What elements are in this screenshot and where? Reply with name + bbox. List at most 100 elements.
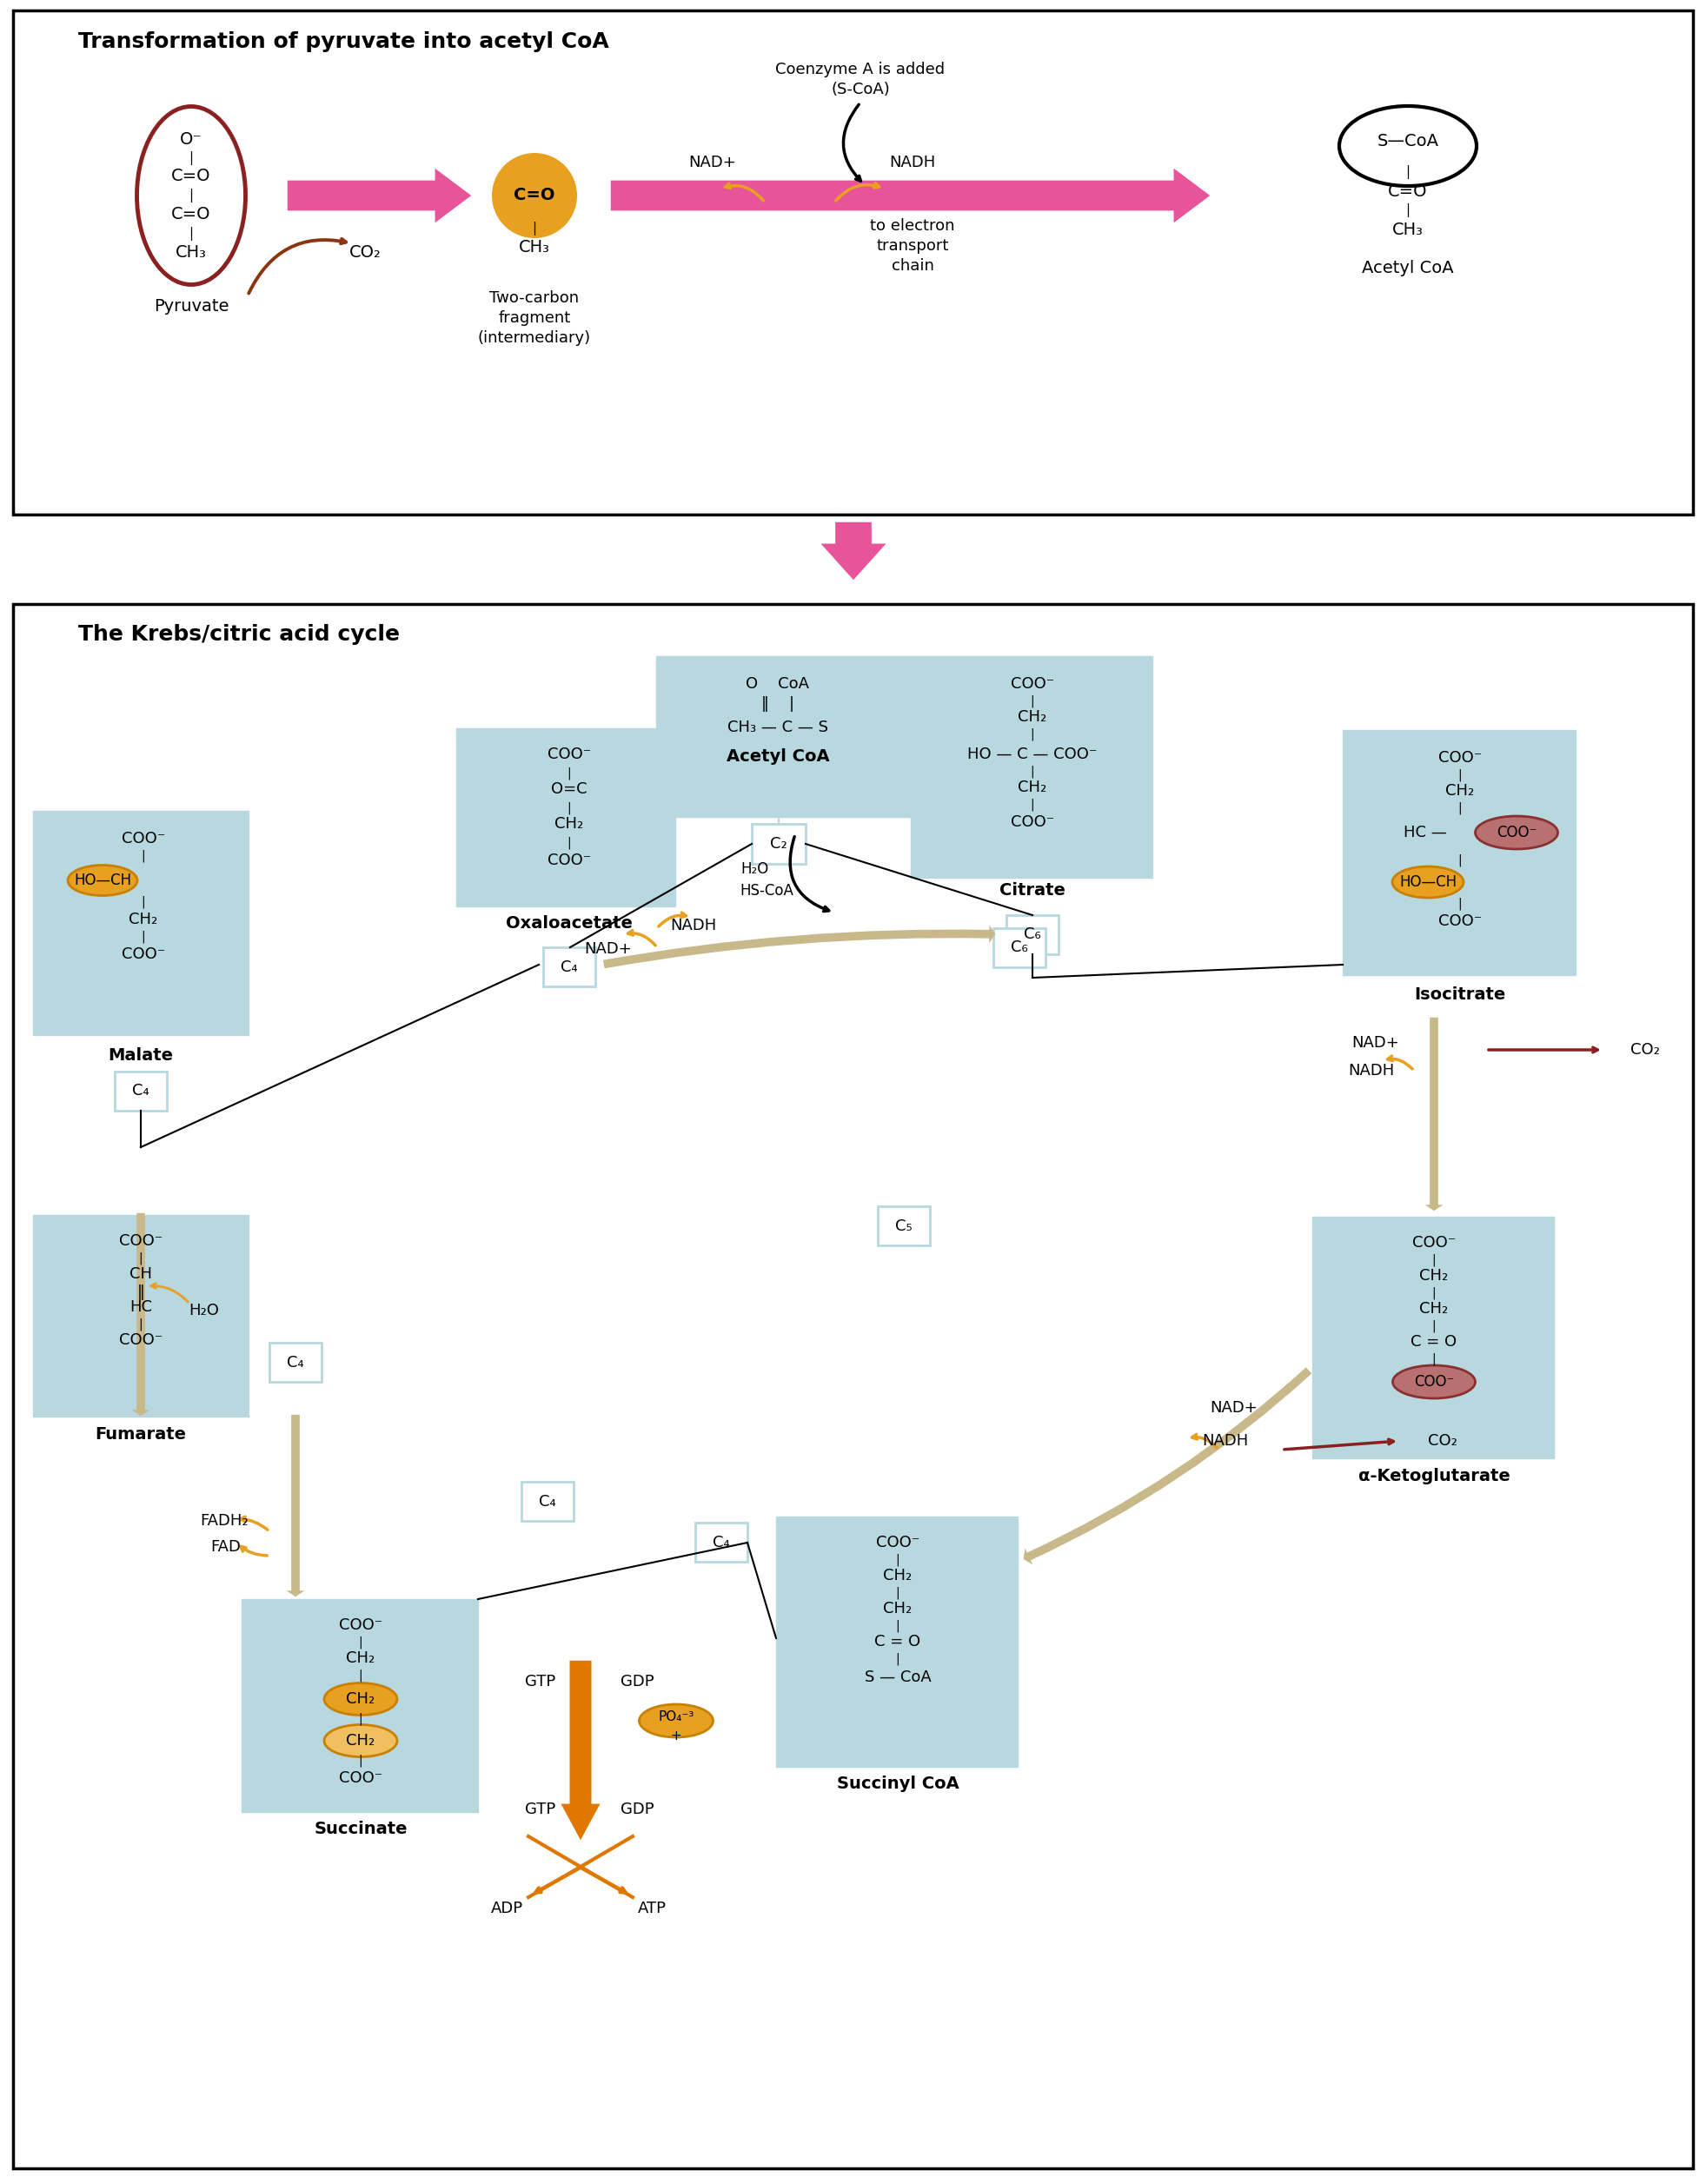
Text: |: |	[1030, 799, 1034, 810]
Bar	[1312, 1216, 1554, 1459]
Text: CH₂: CH₂	[1018, 710, 1047, 725]
Text: S—CoA: S—CoA	[1377, 133, 1438, 149]
Text: PO₄⁻³: PO₄⁻³	[659, 1710, 694, 1723]
Text: Citrate: Citrate	[1000, 882, 1066, 900]
Text: COO⁻: COO⁻	[121, 946, 165, 963]
Ellipse shape	[491, 153, 577, 238]
Bar	[993, 928, 1046, 968]
Text: COO⁻: COO⁻	[339, 1618, 382, 1634]
Text: |: |	[358, 1712, 363, 1725]
Text: |: |	[1406, 166, 1411, 179]
Text: |: |	[138, 1319, 143, 1330]
Text: |: |	[1431, 1319, 1436, 1332]
Text: CH₂: CH₂	[1018, 780, 1047, 795]
Bar	[32, 1214, 249, 1417]
Text: HO — C — COO⁻: HO — C — COO⁻	[967, 747, 1097, 762]
Text: |: |	[896, 1553, 899, 1566]
Text: C₄: C₄	[561, 959, 578, 974]
Text: |: |	[1406, 203, 1411, 216]
Text: NADH: NADH	[670, 917, 717, 933]
Text: HS-CoA: HS-CoA	[740, 882, 793, 898]
Text: FADH₂: FADH₂	[200, 1514, 249, 1529]
Text: Transformation of pyruvate into acetyl CoA: Transformation of pyruvate into acetyl C…	[78, 31, 609, 52]
Text: C₅: C₅	[896, 1219, 913, 1234]
Text: Pyruvate: Pyruvate	[154, 299, 229, 314]
Text: Succinyl CoA: Succinyl CoA	[836, 1776, 959, 1793]
Text: NADH: NADH	[1203, 1433, 1249, 1448]
Text: Acetyl CoA: Acetyl CoA	[1361, 260, 1454, 275]
Text: transport: transport	[877, 238, 949, 253]
Text: COO⁻: COO⁻	[339, 1771, 382, 1787]
Text: (S-CoA): (S-CoA)	[831, 81, 891, 98]
Text: HO—CH: HO—CH	[73, 874, 131, 889]
Text: HC: HC	[130, 1299, 152, 1315]
Text: COO⁻: COO⁻	[1010, 677, 1054, 692]
Text: NAD+: NAD+	[1210, 1400, 1257, 1415]
Bar	[522, 1481, 573, 1520]
Text: C=O: C=O	[514, 188, 554, 203]
Text: C = O: C = O	[875, 1634, 921, 1649]
Bar	[911, 655, 1152, 878]
Bar	[32, 810, 249, 1035]
Text: COO⁻: COO⁻	[119, 1332, 162, 1348]
Text: GTP: GTP	[525, 1673, 556, 1690]
Text: COO⁻: COO⁻	[119, 1234, 162, 1249]
Text: |: |	[1459, 802, 1462, 815]
Text: COO⁻: COO⁻	[1010, 815, 1054, 830]
Text: C = O: C = O	[1411, 1334, 1457, 1350]
Text: H₂O: H₂O	[740, 860, 768, 878]
Text: COO⁻: COO⁻	[1414, 1374, 1454, 1389]
Text: CH₂: CH₂	[884, 1601, 913, 1616]
Text: |: |	[358, 1636, 363, 1649]
Text: |: |	[1030, 695, 1034, 708]
Text: O    CoA: O CoA	[746, 677, 810, 692]
Bar	[270, 1343, 321, 1382]
Text: NAD+: NAD+	[689, 155, 737, 170]
Text: C₆: C₆	[1024, 926, 1041, 941]
Text: GDP: GDP	[621, 1673, 653, 1690]
Text: Acetyl CoA: Acetyl CoA	[727, 747, 829, 764]
Text: HO—CH: HO—CH	[1399, 874, 1457, 889]
Text: ADP: ADP	[491, 1900, 522, 1915]
Text: GDP: GDP	[621, 1802, 653, 1817]
Text: |: |	[189, 151, 193, 166]
Text: C=O: C=O	[171, 207, 212, 223]
Text: |: |	[189, 188, 193, 203]
Text: S — CoA: S — CoA	[865, 1669, 931, 1686]
Text: CH₂: CH₂	[346, 1651, 375, 1666]
Text: fragment: fragment	[498, 310, 572, 325]
Bar	[1007, 915, 1058, 954]
Text: Coenzyme A is added: Coenzyme A is added	[776, 61, 945, 76]
Text: |: |	[1431, 1254, 1436, 1267]
Text: CH₂: CH₂	[130, 911, 159, 928]
Text: GTP: GTP	[525, 1802, 556, 1817]
Text: Two-carbon: Two-carbon	[490, 290, 580, 306]
Text: (intermediary): (intermediary)	[478, 330, 590, 345]
Text: ‖    |: ‖ |	[761, 697, 795, 712]
Text: +: +	[670, 1730, 682, 1743]
Text: |: |	[358, 1754, 363, 1767]
Bar	[752, 823, 805, 865]
Text: Oxaloacetate: Oxaloacetate	[507, 915, 633, 930]
Ellipse shape	[68, 865, 136, 895]
Text: |: |	[138, 1251, 143, 1265]
Text: NADH: NADH	[1348, 1064, 1394, 1079]
Text: C₂: C₂	[769, 836, 786, 852]
Text: CH₃: CH₃	[1392, 221, 1423, 238]
Ellipse shape	[1392, 867, 1464, 898]
Text: Malate: Malate	[107, 1048, 174, 1064]
Text: CH₂: CH₂	[1419, 1302, 1448, 1317]
Text: H₂O: H₂O	[189, 1302, 220, 1319]
Bar	[1343, 729, 1576, 974]
Text: CH₃ — C — S: CH₃ — C — S	[727, 719, 827, 736]
Text: C₄: C₄	[133, 1083, 150, 1099]
Text: CH₂: CH₂	[1445, 784, 1474, 799]
Text: chain: chain	[891, 258, 933, 273]
Text: |: |	[1030, 764, 1034, 778]
Text: CH₂: CH₂	[884, 1568, 913, 1583]
Text: C₄: C₄	[713, 1535, 730, 1551]
Text: CO₂: CO₂	[1631, 1042, 1660, 1057]
Text: CH₂: CH₂	[346, 1690, 375, 1708]
Text: CO₂: CO₂	[1428, 1433, 1457, 1448]
Ellipse shape	[1476, 817, 1558, 850]
